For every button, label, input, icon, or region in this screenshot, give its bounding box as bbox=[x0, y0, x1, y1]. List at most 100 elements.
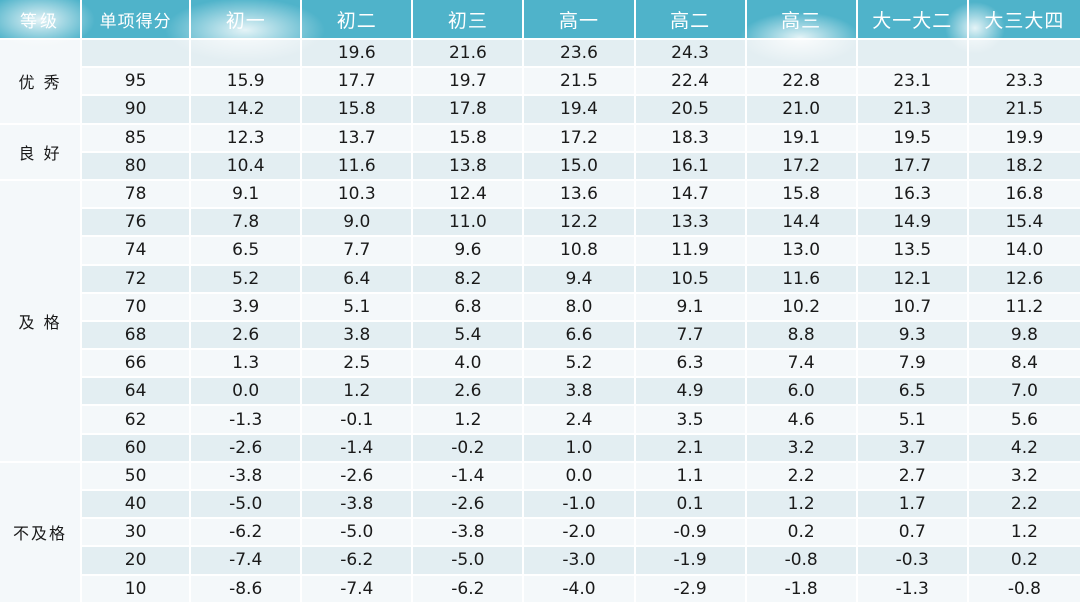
value-cell: -2.0 bbox=[524, 519, 636, 548]
table-row: 64 0.0 1.2 2.6 3.8 4.9 6.0 6.5 7.0 bbox=[0, 378, 1080, 407]
value-cell: 23.3 bbox=[968, 68, 1080, 97]
value-cell: 21.6 bbox=[413, 40, 525, 69]
value-cell: 15.4 bbox=[968, 209, 1080, 238]
score-cell: 68 bbox=[82, 321, 192, 351]
value-cell: -0.3 bbox=[857, 547, 969, 576]
value-cell: 18.3 bbox=[635, 124, 747, 153]
value-cell: 15.0 bbox=[524, 152, 636, 181]
value-cell: -6.2 bbox=[191, 519, 303, 548]
value-cell bbox=[191, 40, 303, 69]
value-cell: 5.1 bbox=[302, 293, 414, 322]
value-cell: 21.5 bbox=[968, 96, 1080, 125]
score-cell: 62 bbox=[82, 406, 192, 435]
value-cell: 13.5 bbox=[857, 237, 969, 266]
value-cell: 15.9 bbox=[191, 68, 303, 97]
value-cell: 9.0 bbox=[302, 209, 414, 238]
value-cell: 1.2 bbox=[746, 491, 858, 520]
value-cell: 8.0 bbox=[524, 293, 636, 322]
value-cell: -3.8 bbox=[191, 462, 303, 491]
value-cell: 6.8 bbox=[413, 293, 525, 322]
value-cell: 12.2 bbox=[524, 209, 636, 238]
value-cell: 14.7 bbox=[635, 180, 747, 210]
header-row: 等级 单项得分 初一 初二 初三 高一 高二 高三 大一大二 大三大四 bbox=[0, 0, 1080, 40]
value-cell: 5.6 bbox=[968, 406, 1080, 435]
value-cell: 2.2 bbox=[746, 462, 858, 491]
score-cell: 20 bbox=[82, 547, 192, 576]
value-cell: 2.6 bbox=[191, 321, 303, 351]
table-row: 优 秀 19.6 21.6 23.6 24.3 bbox=[0, 40, 1080, 125]
header-col: 初三 bbox=[413, 0, 525, 40]
value-cell: 17.2 bbox=[746, 152, 858, 181]
value-cell: -2.6 bbox=[413, 491, 525, 520]
value-cell: -1.3 bbox=[857, 575, 969, 604]
value-cell bbox=[857, 40, 969, 69]
value-cell: 16.8 bbox=[968, 180, 1080, 210]
score-cell: 40 bbox=[82, 491, 192, 520]
value-cell: 5.2 bbox=[191, 265, 303, 294]
table-row: 60 -2.6 -1.4 -0.2 1.0 2.1 3.2 3.7 4.2 bbox=[0, 434, 1080, 463]
value-cell: 3.5 bbox=[635, 406, 747, 435]
value-cell: 6.5 bbox=[857, 378, 969, 407]
value-cell: 19.7 bbox=[413, 68, 525, 97]
value-cell: 8.4 bbox=[968, 350, 1080, 379]
value-cell: 19.1 bbox=[746, 124, 858, 153]
value-cell: 21.5 bbox=[524, 68, 636, 97]
table-row: 20 -7.4 -6.2 -5.0 -3.0 -1.9 -0.8 -0.3 0.2 bbox=[0, 547, 1080, 576]
value-cell: 10.4 bbox=[191, 152, 303, 181]
score-cell: 76 bbox=[82, 209, 192, 238]
value-cell: 10.3 bbox=[302, 180, 414, 210]
value-cell: 7.0 bbox=[968, 378, 1080, 407]
value-cell: 5.2 bbox=[524, 350, 636, 379]
value-cell: 6.3 bbox=[635, 350, 747, 379]
value-cell: 15.8 bbox=[413, 124, 525, 153]
table-row: 80 10.4 11.6 13.8 15.0 16.1 17.2 17.7 18.2 bbox=[0, 152, 1080, 181]
score-cell: 50 bbox=[82, 462, 192, 491]
value-cell: 11.6 bbox=[302, 152, 414, 181]
value-cell: 22.4 bbox=[635, 68, 747, 97]
table-row: 66 1.3 2.5 4.0 5.2 6.3 7.4 7.9 8.4 bbox=[0, 350, 1080, 379]
value-cell: 1.0 bbox=[524, 434, 636, 463]
value-cell: 7.7 bbox=[635, 321, 747, 351]
value-cell: 7.8 bbox=[191, 209, 303, 238]
value-cell: 17.7 bbox=[857, 152, 969, 181]
value-cell: 11.2 bbox=[968, 293, 1080, 322]
value-cell: 0.7 bbox=[857, 519, 969, 548]
value-cell: 20.5 bbox=[635, 96, 747, 125]
score-cell bbox=[82, 40, 192, 69]
value-cell: -6.2 bbox=[302, 547, 414, 576]
score-cell: 64 bbox=[82, 378, 192, 407]
value-cell: 4.2 bbox=[968, 434, 1080, 463]
value-cell: -0.1 bbox=[302, 406, 414, 435]
value-cell: 10.7 bbox=[857, 293, 969, 322]
value-cell: 0.2 bbox=[746, 519, 858, 548]
value-cell: 23.6 bbox=[524, 40, 636, 69]
value-cell: 12.4 bbox=[413, 180, 525, 210]
value-cell: 3.7 bbox=[857, 434, 969, 463]
value-cell: 0.2 bbox=[968, 547, 1080, 576]
table-row: 72 5.2 6.4 8.2 9.4 10.5 11.6 12.1 12.6 bbox=[0, 265, 1080, 294]
value-cell bbox=[746, 40, 858, 69]
value-cell: 0.0 bbox=[191, 378, 303, 407]
score-cell: 85 bbox=[82, 124, 192, 153]
value-cell: 2.7 bbox=[857, 462, 969, 491]
value-cell: 9.3 bbox=[857, 321, 969, 351]
value-cell: 19.5 bbox=[857, 124, 969, 153]
value-cell: 3.2 bbox=[746, 434, 858, 463]
value-cell bbox=[968, 40, 1080, 69]
value-cell: -1.8 bbox=[746, 575, 858, 604]
value-cell: 0.0 bbox=[524, 462, 636, 491]
value-cell: 17.8 bbox=[413, 96, 525, 125]
value-cell: -5.0 bbox=[191, 491, 303, 520]
score-cell: 74 bbox=[82, 237, 192, 266]
value-cell: 0.1 bbox=[635, 491, 747, 520]
value-cell: 13.8 bbox=[413, 152, 525, 181]
value-cell: 9.1 bbox=[635, 293, 747, 322]
value-cell: 12.6 bbox=[968, 265, 1080, 294]
value-cell: 12.3 bbox=[191, 124, 303, 153]
value-cell: -0.8 bbox=[746, 547, 858, 576]
table-row: 良 好 85 12.3 13.7 15.8 17.2 18.3 19.1 19.5 19.9 bbox=[0, 124, 1080, 181]
score-cell: 80 bbox=[82, 152, 192, 181]
header-grade: 等级 bbox=[0, 0, 83, 40]
value-cell: -2.6 bbox=[302, 462, 414, 491]
